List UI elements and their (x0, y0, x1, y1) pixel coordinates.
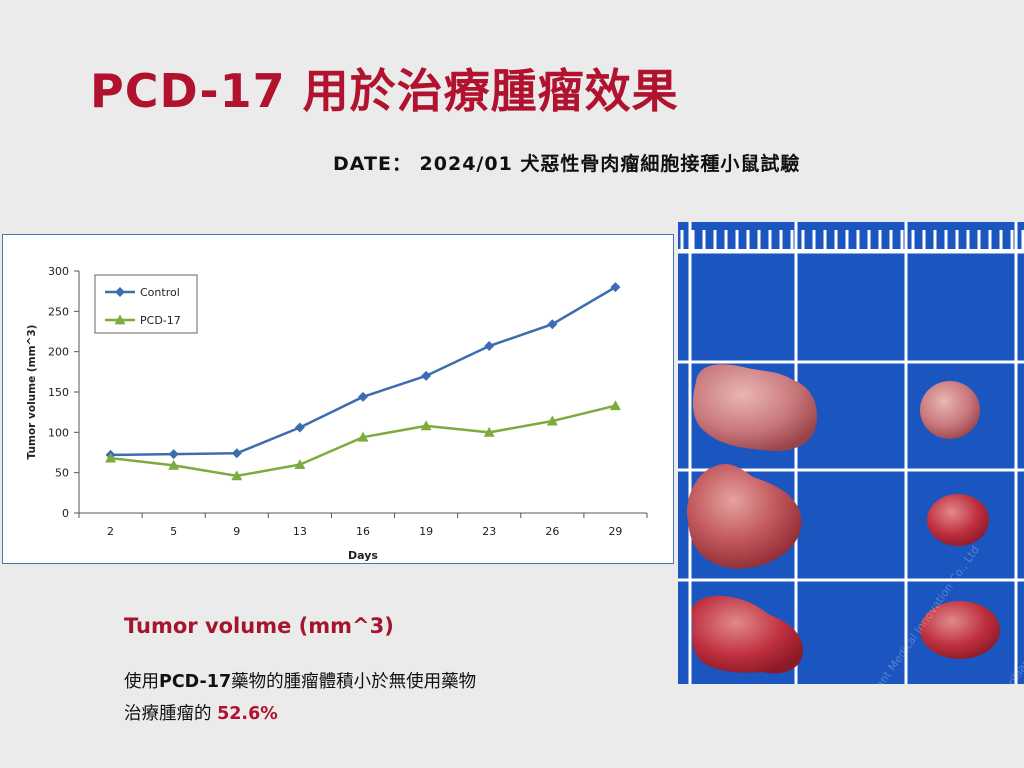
y-tick-label: 250 (48, 305, 69, 318)
caption-line-1: 使用PCD-17藥物的腫瘤體積小於無使用藥物 (124, 666, 476, 698)
x-tick-label: 26 (545, 525, 559, 538)
pcd17-tumors (920, 381, 1000, 659)
x-tick-label: 9 (233, 525, 240, 538)
data-point-pcd17 (483, 426, 495, 437)
tumor-specimen-photo: Brilliant Medical Innovation Co., Ltd Br… (678, 222, 1024, 684)
photo-watermark-2: Brilliant Medical Innovation Co., Ltd (1001, 527, 1024, 684)
measurement-grid (678, 222, 1024, 684)
x-tick-label: 16 (356, 525, 370, 538)
x-tick-label: 2 (107, 525, 114, 538)
data-point-pcd17 (609, 400, 621, 411)
data-point-pcd17 (357, 431, 369, 442)
x-tick-label: 23 (482, 525, 496, 538)
caption-drug-name: PCD-17 (159, 672, 232, 692)
data-point-pcd17 (294, 459, 306, 469)
data-point-control (294, 422, 305, 433)
chart-svg: 0 50 100 150 200 250 300 2 5 9 13 16 19 23 26 29 Days Tum… (26, 265, 648, 562)
pcd17-tumor-3 (920, 601, 1000, 659)
legend-box (94, 274, 198, 334)
date-line: DATE： 2024/01 犬惡性骨肉瘤細胞接種小鼠試驗 (333, 153, 801, 175)
control-tumors (687, 364, 818, 674)
pcd17-tumor-2 (927, 494, 989, 546)
data-point-control (231, 448, 242, 459)
legend-marker (115, 287, 125, 297)
caption-title: Tumor volume (mm^3) (124, 614, 394, 638)
x-axis-title: Days (348, 549, 378, 562)
data-point-pcd17 (231, 470, 243, 481)
x-tick-label: 13 (293, 525, 307, 538)
data-point-pcd17 (105, 452, 117, 463)
x-tick-label: 5 (170, 525, 177, 538)
y-axis-title: Tumor volume (mm^3) (26, 325, 38, 460)
legend-marker (114, 314, 126, 325)
control-tumor-3 (691, 595, 803, 674)
control-tumor-2 (687, 463, 802, 569)
ruler-tick-marks (678, 230, 1024, 251)
data-point-control (547, 319, 558, 330)
caption-percentage: 52.6% (217, 704, 278, 724)
legend-label: Control (140, 286, 180, 299)
data-point-pcd17 (420, 420, 432, 431)
caption-line2-pre: 治療腫瘤的 (124, 704, 218, 724)
data-point-control (484, 341, 495, 352)
y-tick-label: 0 (62, 507, 69, 520)
caption-text: 使用PCD-17藥物的腫瘤體積小於無使用藥物 治療腫瘤的 52.6% (124, 666, 476, 730)
x-tick-label: 19 (419, 525, 433, 538)
data-point-pcd17 (546, 415, 558, 426)
control-tumor-1 (692, 364, 818, 452)
tumor-volume-chart: 0 50 100 150 200 250 300 2 5 9 13 16 19 23 26 29 Days Tum… (2, 234, 674, 564)
pcd17-tumor-1 (920, 381, 980, 439)
y-tick-label: 200 (48, 346, 69, 359)
y-tick-label: 150 (48, 386, 69, 399)
data-point-control (168, 449, 179, 460)
data-point-control (358, 391, 368, 402)
data-point-control (421, 370, 432, 381)
legend-label: PCD-17 (140, 314, 181, 327)
y-tick-label: 300 (48, 265, 69, 278)
data-point-pcd17 (168, 459, 180, 470)
slide-title: PCD-17 用於治療腫瘤效果 (90, 64, 679, 118)
y-tick-label: 50 (55, 467, 69, 480)
caption-line1-pre: 使用 (124, 672, 159, 692)
caption-line1-post: 藥物的腫瘤體積小於無使用藥物 (231, 672, 477, 692)
x-tick-label: 29 (608, 525, 622, 538)
data-point-control (610, 282, 621, 293)
photo-svg: Brilliant Medical Innovation Co., Ltd Br… (678, 222, 1024, 684)
y-tick-label: 100 (48, 426, 69, 439)
caption-line-2: 治療腫瘤的 52.6% (124, 698, 476, 730)
